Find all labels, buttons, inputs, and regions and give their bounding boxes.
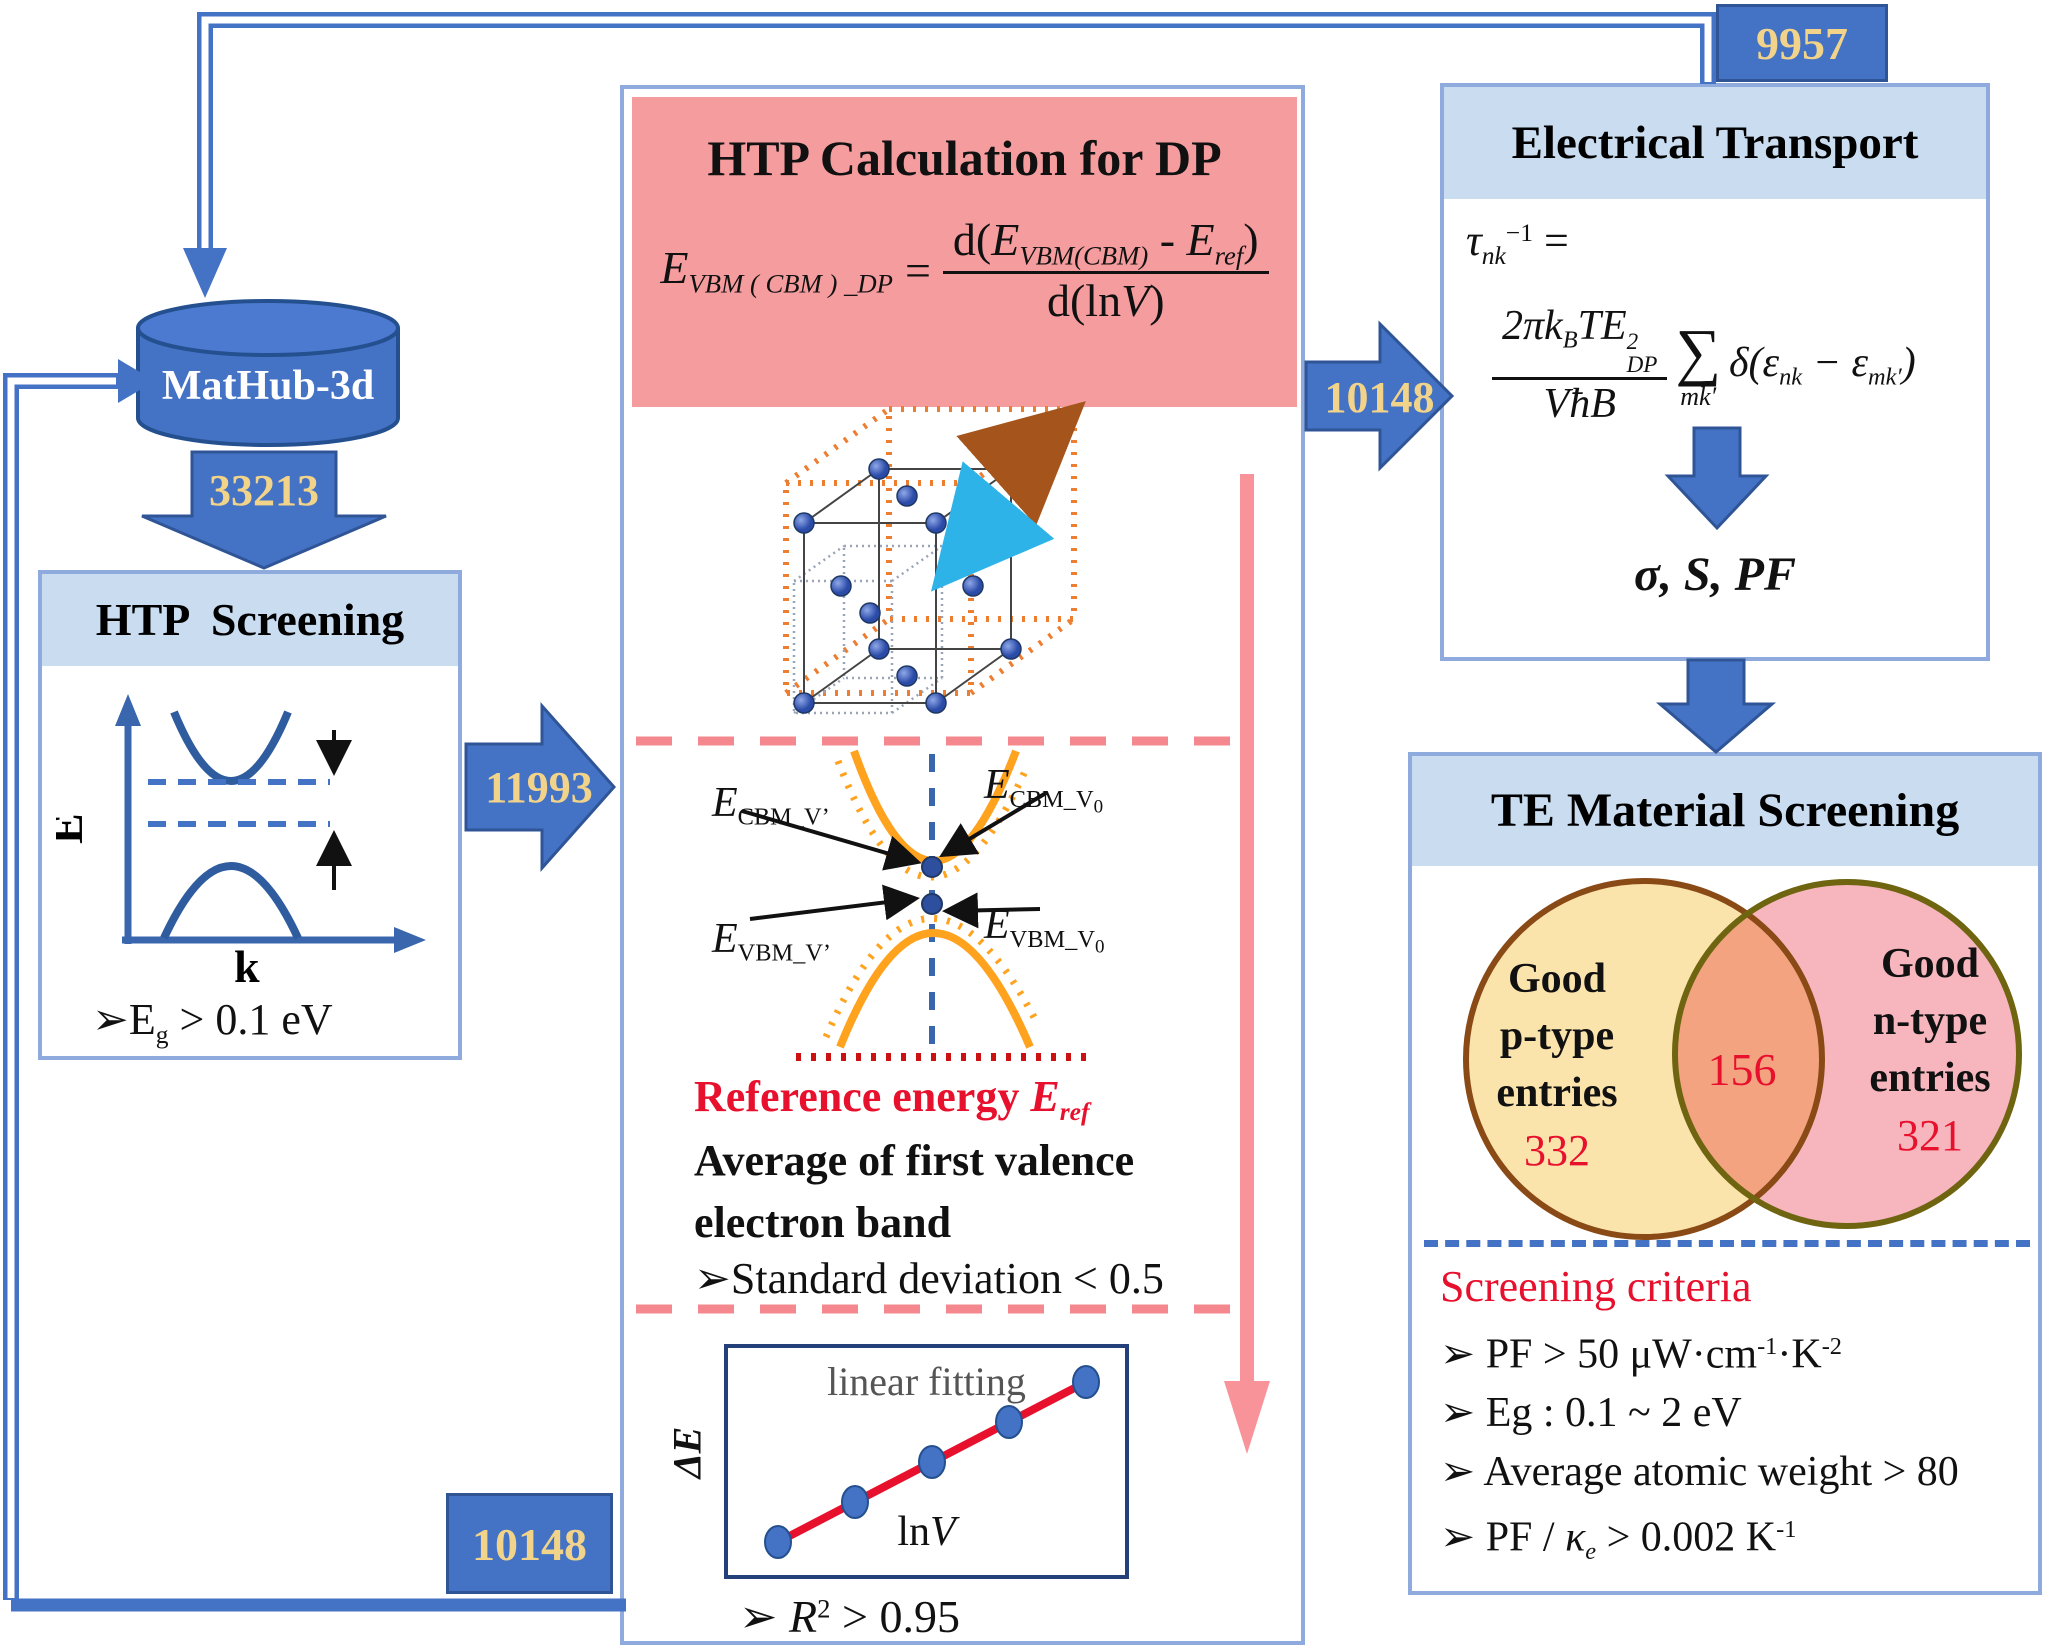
compressed-cell-outline <box>792 544 944 715</box>
fit-line-chart <box>764 1365 1100 1559</box>
r2-criterion: ➢ R2 > 0.95 <box>739 1589 960 1643</box>
transport-formula-line2: 2πkBTE 2 DP VħB ∑ mk′ δ(εnk − εmk′) <box>1492 302 1916 428</box>
venn-p-label: Good p-type entries 332 <box>1482 951 1632 1179</box>
criterion-eg: ➢ Eg : 0.1 ~ 2 eV <box>1440 1387 1742 1437</box>
linear-fitting-plot: linear fitting lnV <box>724 1344 1129 1579</box>
venn-diagram <box>1463 878 2022 1240</box>
venn-n-count: 321 <box>1897 1111 1963 1160</box>
sketch-x-axis-label: k <box>234 941 260 982</box>
dp-formula: EVBM ( CBM ) _DP = d(EVBM(CBM) - Eref) d… <box>632 213 1297 327</box>
flow-count-11993: 11993 <box>485 763 593 812</box>
criteria-list: ➢ PF > 50 μW·cm-1·K-2 ➢ Eg : 0.1 ~ 2 eV … <box>1440 1318 1959 1581</box>
venn-n-label: Good n-type entries 321 <box>1850 936 2010 1164</box>
htp-screening-box: HTP Screening E k ➢Eg > 0.1 eV <box>38 570 462 1060</box>
fit-y-label: ΔE <box>664 1426 710 1479</box>
dp-title: HTP Calculation for DP <box>707 130 1222 186</box>
band-gap-sketch: E k <box>56 694 426 982</box>
criteria-title: Screening criteria <box>1440 1262 1752 1311</box>
venn-n-circle <box>1675 882 2019 1226</box>
compression-arrow-icon <box>930 461 1055 592</box>
badge-9957: 9957 <box>1716 4 1888 82</box>
venn-p-count: 332 <box>1524 1126 1590 1175</box>
fit-note: linear fitting <box>827 1359 1026 1404</box>
flow-count-10148: 10148 <box>1324 373 1435 422</box>
criterion-pf: ➢ PF > 50 μW·cm-1·K-2 <box>1440 1328 1842 1378</box>
crystal-cell-sketch <box>783 401 1086 715</box>
label-vbm-v0: EVBM_V0 <box>984 902 1105 958</box>
label-cbm-v0: ECBM_V0 <box>984 762 1104 818</box>
atoms <box>793 458 1022 714</box>
criterion-weight: ➢ Average atomic weight > 80 <box>1440 1446 1959 1496</box>
arrow-bullet-icon: ➢ <box>694 1253 731 1304</box>
fit-x-label: lnV <box>897 1509 956 1555</box>
arrow-bullet-icon: ➢ <box>739 1589 778 1643</box>
transport-formula-line1: τnk−1 = <box>1466 216 1569 270</box>
electrical-transport-box: Electrical Transport τnk−1 = 2πkBTE 2 DP V… <box>1440 83 1990 661</box>
dp-calculation-box: HTP Calculation for DP EVBM ( CBM ) _DP … <box>620 85 1305 1645</box>
te-down-arrow-icon <box>1655 658 1777 754</box>
venn-overlap-count: 156 <box>1707 1044 1777 1095</box>
expanded-cell-outline <box>783 406 1077 696</box>
label-vbm-vprime: EVBM_V’ <box>712 916 832 967</box>
sketch-y-axis-label: E <box>56 813 92 844</box>
avg-valence-line1: Average of first valence <box>694 1136 1135 1185</box>
criterion-pf-kappa: ➢ PF / κe > 0.002 K-1 <box>1440 1511 1797 1566</box>
avg-valence-line2: electron band <box>694 1198 952 1247</box>
label-cbm-vprime: ECBM_V’ <box>712 780 830 831</box>
transport-title: Electrical Transport <box>1444 87 1986 199</box>
te-screening-box: TE Material Screening Good p-type entrie… <box>1408 752 2042 1595</box>
expansion-arrow-icon <box>956 401 1086 526</box>
transport-result: σ, S, PF <box>1634 548 1796 601</box>
band-extrema-diagram <box>741 749 1048 1049</box>
flow-count-33213: 33213 <box>209 466 319 515</box>
dp-decor-layer <box>636 474 1270 1454</box>
arrow-bullet-icon: ➢ <box>92 994 129 1045</box>
dp-header: HTP Calculation for DP EVBM ( CBM ) _DP … <box>632 97 1297 407</box>
std-deviation-criterion: ➢Standard deviation < 0.5 <box>694 1253 1164 1304</box>
te-title: TE Material Screening <box>1412 756 2038 866</box>
summation: ∑ mk′ <box>1675 315 1722 411</box>
database-label: MatHub-3d <box>161 363 375 409</box>
htp-screening-title: HTP Screening <box>42 574 458 666</box>
te-divider <box>1424 1240 2030 1247</box>
badge-10148: 10148 <box>446 1493 613 1594</box>
database-cylinder-icon <box>136 299 400 447</box>
bandgap-criterion: ➢Eg > 0.1 eV <box>92 994 333 1049</box>
reference-energy-label: Reference energy Eref <box>694 1072 1090 1126</box>
